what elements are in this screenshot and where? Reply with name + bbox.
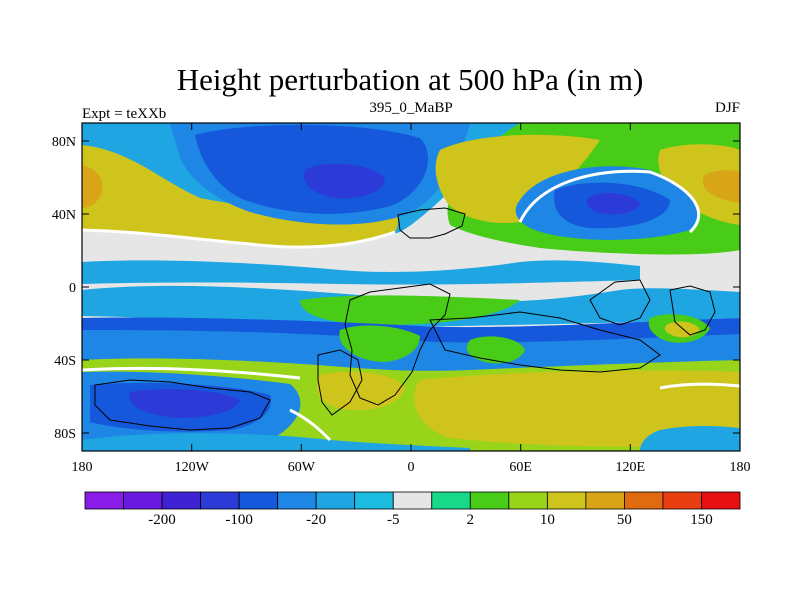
zero-contour-antarctic	[289, 408, 332, 442]
colorbar-label: 50	[617, 512, 632, 528]
antarctic-low-core	[129, 389, 240, 418]
lat-label: 0	[69, 281, 76, 296]
colorbar-swatch	[469, 491, 510, 510]
tropical-green-band	[300, 295, 520, 325]
colorbar-swatch	[238, 491, 279, 510]
zero-contour-siberian	[518, 169, 701, 234]
zero-contour-nh-west	[82, 228, 396, 249]
tropical-cyan-strip	[82, 260, 640, 285]
lon-label: 120W	[175, 460, 210, 475]
lon-label: 0	[408, 460, 415, 475]
lat-label: 40S	[54, 354, 76, 369]
south-indian-green-high	[466, 336, 525, 364]
colorbar-label: 2	[467, 512, 475, 528]
zero-contour-sh-west	[82, 366, 301, 380]
colorbar-swatch	[277, 491, 317, 510]
lon-label: 60E	[509, 460, 532, 475]
east-yellow-high	[658, 144, 740, 225]
colorbar-label: 150	[690, 512, 713, 528]
longitude-axis: 180 120W 60W 0 60E 120E 180	[72, 123, 751, 475]
zero-contour-south-pacific	[659, 382, 740, 390]
siberian-low-core	[586, 193, 640, 215]
colorbar-swatch	[624, 491, 664, 510]
north-pacific-low-core	[304, 163, 385, 199]
colorbar-swatch	[84, 491, 124, 510]
colorbar-label: -5	[387, 512, 400, 528]
lon-label: 60W	[288, 460, 316, 475]
south-atlantic-yellow-high	[316, 371, 405, 411]
lat-label: 80N	[52, 135, 76, 150]
colorbar-swatch	[315, 491, 356, 510]
colorbar	[84, 491, 741, 510]
colorbar-labels: -200 -100 -20 -5 2 10 50 150	[148, 512, 712, 528]
lat-label: 80S	[54, 427, 76, 442]
plot-title: Height perturbation at 500 hPa (in m)	[177, 62, 644, 97]
season-label: DJF	[715, 100, 740, 116]
south-atlantic-green-high	[339, 325, 420, 362]
map-field	[82, 123, 740, 451]
colorbar-swatch	[200, 491, 240, 510]
east-orange-high	[702, 170, 740, 203]
south-pacific-yellow-core	[664, 321, 700, 338]
coastline-central-belt	[429, 311, 661, 373]
colorbar-label: -20	[306, 512, 326, 528]
colorbar-swatch	[585, 491, 625, 510]
colorbar-swatch	[546, 491, 587, 510]
colorbar-label: 10	[540, 512, 555, 528]
lat-label: 40N	[52, 208, 76, 223]
latitude-axis: 80N 40N 0 40S 80S	[52, 135, 740, 442]
colorbar-swatch	[431, 491, 471, 510]
expt-label: Expt = teXXb	[82, 106, 166, 122]
colorbar-label: -200	[148, 512, 176, 528]
lon-label: 180	[72, 460, 93, 475]
colorbar-swatch	[701, 491, 741, 510]
time-label: 395_0_MaBP	[369, 100, 452, 116]
eurasia-yellow-high	[435, 134, 600, 224]
coastline-eastern-islands	[669, 285, 716, 336]
lon-label: 120E	[616, 460, 646, 475]
coastline-australia	[589, 279, 651, 326]
coastline-nh	[397, 207, 466, 239]
west-orange-high	[82, 165, 103, 208]
colorbar-label: -100	[225, 512, 253, 528]
colorbar-swatch	[123, 491, 163, 510]
coastline-africa	[344, 283, 451, 406]
colorbar-swatch	[392, 491, 433, 510]
colorbar-swatch	[354, 491, 394, 510]
east-antarctic-cyan	[640, 426, 740, 451]
antarctic-cyan-rim	[82, 433, 470, 451]
sh-midlat-yellow-belt	[414, 370, 740, 447]
colorbar-swatch	[161, 491, 201, 510]
lon-label: 180	[730, 460, 751, 475]
colorbar-swatch	[662, 491, 702, 510]
coastline-antarctica	[94, 379, 271, 431]
coastline-south-america	[317, 349, 363, 416]
colorbar-swatch	[508, 491, 548, 510]
